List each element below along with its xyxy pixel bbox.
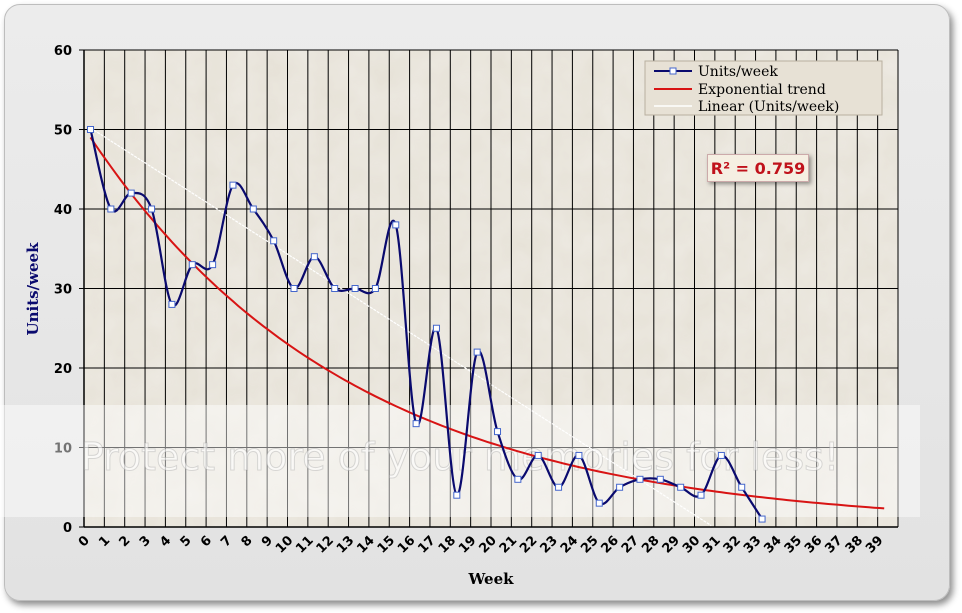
y-tick-label: 30: [54, 283, 72, 298]
x-tick-label: 8: [239, 533, 256, 550]
y-tick-label: 60: [54, 44, 72, 59]
legend-label-exp: Exponential trend: [698, 82, 826, 98]
x-tick-label: 27: [619, 533, 642, 556]
x-tick-label: 36: [802, 533, 825, 556]
x-tick-label: 39: [863, 533, 886, 556]
legend: Units/week Exponential trend Linear (Uni…: [644, 60, 883, 116]
data-point: [229, 181, 237, 189]
exponential-trend-series: [89, 136, 885, 510]
x-tick-label: 0: [76, 533, 93, 550]
legend-label-linear: Linear (Units/week): [698, 99, 839, 115]
x-tick-label: 3: [137, 533, 154, 550]
x-tick-label: 28: [639, 533, 662, 556]
x-tick-label: 18: [436, 533, 459, 556]
data-point: [473, 348, 481, 356]
x-tick-label: 10: [273, 533, 296, 556]
x-tick-label: 34: [761, 533, 784, 556]
data-point: [209, 261, 217, 269]
x-tick-label: 29: [660, 533, 683, 556]
data-point: [514, 475, 522, 483]
data-point: [107, 205, 115, 213]
data-point: [148, 205, 156, 213]
y-tick-label: 0: [63, 521, 72, 536]
data-point: [758, 515, 766, 523]
x-tick-label: 11: [293, 533, 316, 556]
r-squared-annotation: R² = 0.759: [707, 154, 809, 182]
data-point: [290, 285, 298, 292]
x-tick-label: 5: [178, 533, 195, 550]
data-point: [331, 285, 339, 292]
y-tick-label: 40: [54, 203, 72, 218]
y-tick-label: 10: [54, 442, 72, 457]
data-point: [127, 189, 135, 197]
data-point: [168, 300, 176, 308]
data-point: [494, 428, 502, 436]
x-tick-label: 16: [395, 533, 418, 556]
linear-trend-line: [90, 127, 712, 527]
x-tick-label: 17: [415, 533, 438, 556]
x-tick-label: 12: [314, 533, 337, 556]
data-point: [555, 483, 563, 491]
data-point: [270, 237, 278, 245]
x-tick-label: 4: [157, 533, 174, 550]
data-point: [575, 451, 583, 459]
x-axis-title: Week: [467, 570, 514, 588]
legend-label-units: Units/week: [698, 64, 778, 80]
data-point: [432, 324, 440, 332]
data-point: [87, 126, 95, 133]
data-point: [371, 285, 379, 292]
linear-trend-series: [90, 127, 712, 527]
x-tick-label: 7: [218, 533, 235, 550]
x-tick-label: 35: [782, 533, 805, 556]
data-point: [412, 420, 420, 428]
y-tick-label: 20: [54, 362, 72, 377]
x-tick-label: 6: [198, 533, 215, 550]
data-point: [453, 491, 461, 499]
data-point: [677, 483, 685, 491]
x-tick-label: 25: [578, 533, 601, 556]
x-tick-label: 22: [517, 533, 540, 556]
x-tick-label: 33: [741, 533, 764, 556]
x-tick-label: 24: [558, 533, 581, 556]
x-tick-label: 19: [456, 533, 479, 556]
data-point: [534, 451, 542, 459]
data-point: [595, 499, 603, 507]
x-tick-label: 15: [375, 533, 398, 556]
x-tick-label: 37: [822, 533, 845, 556]
x-tick-label: 30: [680, 533, 703, 556]
x-tick-label: 26: [599, 533, 622, 556]
x-tick-label: 13: [334, 533, 357, 556]
x-tick-label: 38: [843, 533, 866, 556]
data-point: [738, 483, 746, 491]
y-tick-label: 50: [54, 124, 72, 139]
data-point: [656, 475, 664, 483]
watermark-text: Protect more of your memories for less!: [81, 435, 839, 479]
data-point: [717, 451, 725, 459]
data-point: [351, 285, 359, 292]
x-tick-label: 21: [497, 533, 520, 556]
data-point: [697, 491, 705, 499]
data-point: [249, 205, 257, 213]
x-tick-label: 20: [476, 533, 499, 556]
units-markers: [87, 126, 766, 523]
x-tick-label: 1: [96, 533, 113, 550]
legend-marker-units: [669, 67, 677, 75]
exponential-trend-line: [89, 136, 885, 510]
y-axis-title: Units/week: [24, 242, 42, 336]
axes: [83, 50, 898, 528]
data-point: [310, 253, 318, 261]
x-tick-label: 23: [537, 533, 560, 556]
data-point: [636, 475, 644, 483]
x-tick-label: 32: [721, 533, 744, 556]
data-point: [188, 261, 196, 269]
data-point: [392, 221, 400, 229]
x-tick-label: 14: [354, 533, 377, 556]
x-tick-label: 2: [117, 533, 134, 550]
data-point: [616, 483, 624, 491]
x-tick-label: 31: [700, 533, 723, 556]
